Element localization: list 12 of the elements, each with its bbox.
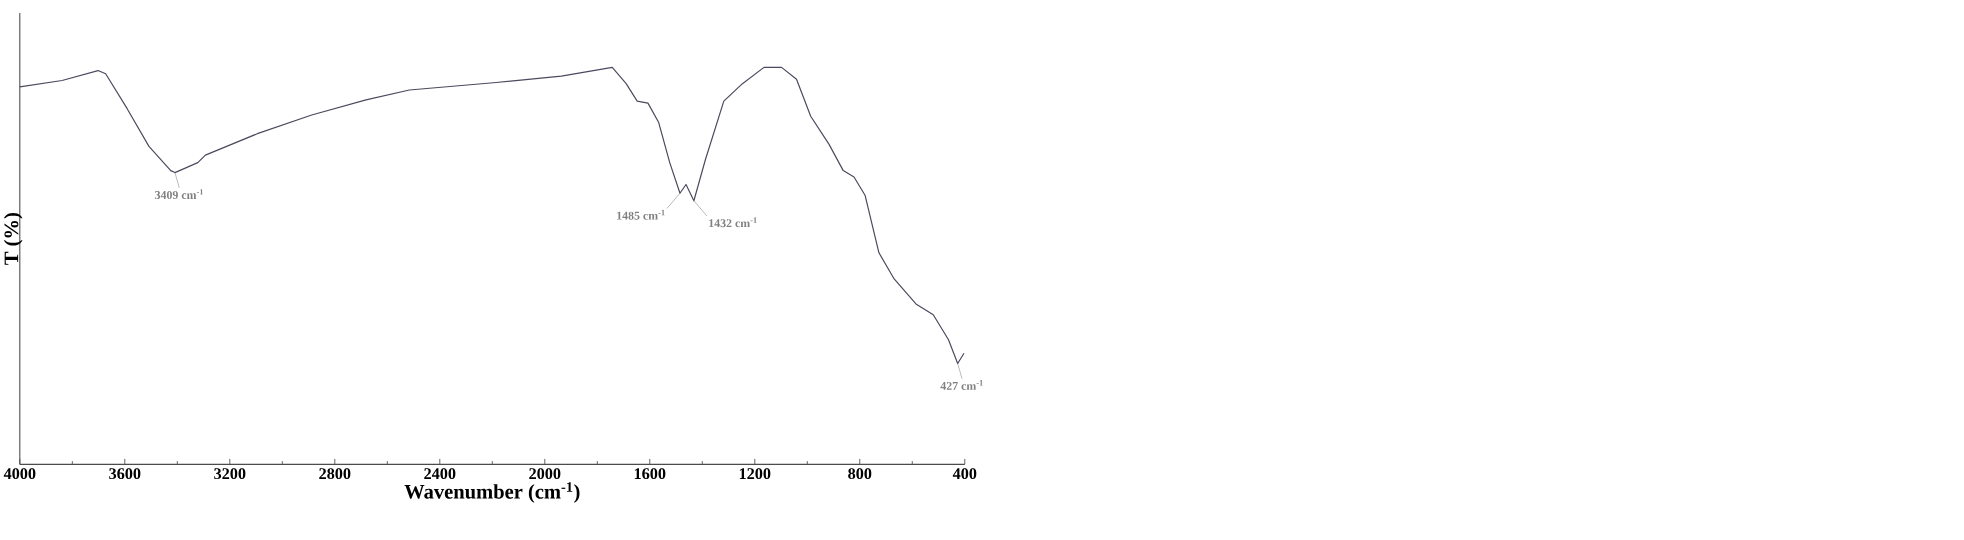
x-tick-label: 1600 xyxy=(634,468,666,479)
y-axis-title: T (%) xyxy=(3,212,23,265)
x-axis-title: Wavenumber (cm$^{-1}$) xyxy=(404,482,580,503)
x-tick-label: 3200 xyxy=(214,468,246,479)
x-tick-label: 4000 xyxy=(3,468,36,479)
x-tick-label: 2800 xyxy=(319,468,351,479)
x-tick-label: 2000 xyxy=(529,468,561,479)
x-tick-label: 3600 xyxy=(109,468,141,479)
x-tick-label: 800 xyxy=(848,468,872,479)
x-tick-label: 2400 xyxy=(424,468,456,479)
x-tick-label: 1200 xyxy=(739,468,771,479)
x-tick-label: 400 xyxy=(952,468,977,479)
